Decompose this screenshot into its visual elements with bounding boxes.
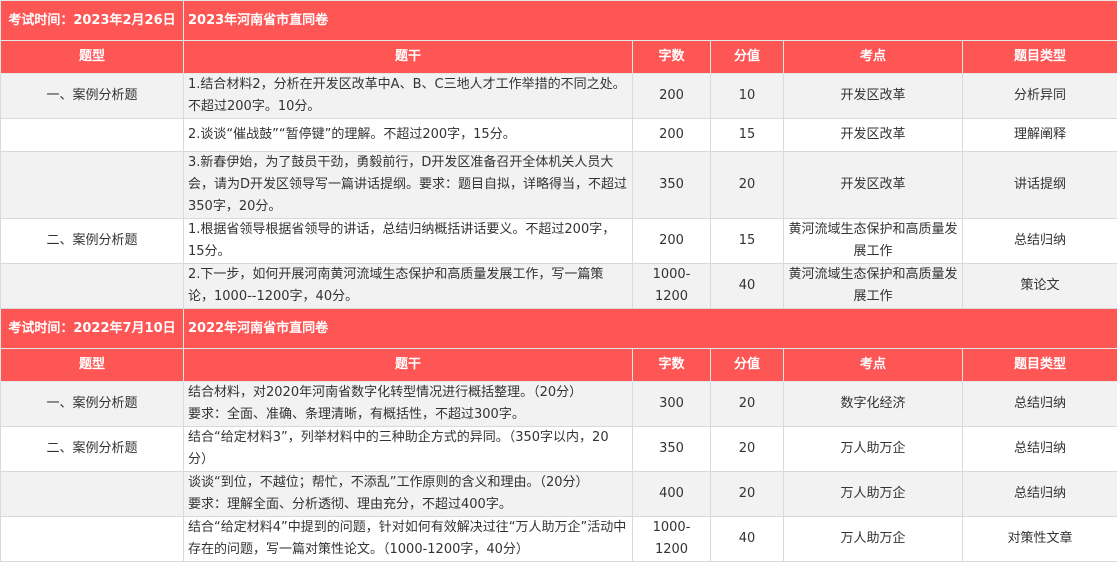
score-cell: 40 [711, 264, 784, 309]
question-stem-cell: 结合“给定材料4”中提到的问题，针对如何有效解决过往“万人助万企”活动中存在的问… [184, 517, 633, 562]
table-row: 二、案例分析题结合“给定材料3”，列举材料中的三种助企方式的异同。（350字以内… [1, 427, 1117, 472]
question-type-cell [1, 152, 184, 219]
word-count-cell: 400 [633, 472, 711, 517]
question-stem-cell: 2.谈谈“催战鼓”“暂停键”的理解。不超过200字，15分。 [184, 119, 633, 152]
word-count-cell: 300 [633, 382, 711, 427]
column-header-score: 分值 [711, 41, 784, 74]
exam-name: 2023年河南省市直同卷 [184, 1, 1117, 41]
exam-point-cell: 万人助万企 [784, 472, 963, 517]
score-cell: 15 [711, 219, 784, 264]
question-type-cell [1, 264, 184, 309]
question-category-cell: 总结归纳 [963, 427, 1117, 472]
question-stem-cell: 结合材料，对2020年河南省数字化转型情况进行概括整理。（20分） 要求：全面、… [184, 382, 633, 427]
table-row: 2.下一步，如何开展河南黄河流域生态保护和高质量发展工作，写一篇策论，1000-… [1, 264, 1117, 309]
score-cell: 40 [711, 517, 784, 562]
word-count-cell: 1000-1200 [633, 264, 711, 309]
question-category-cell: 总结归纳 [963, 472, 1117, 517]
word-count-cell: 200 [633, 119, 711, 152]
exam-point-cell: 开发区改革 [784, 119, 963, 152]
exam-name: 2022年河南省市直同卷 [184, 309, 1117, 349]
score-cell: 20 [711, 472, 784, 517]
exam-point-cell: 开发区改革 [784, 152, 963, 219]
exam-point-cell: 黄河流域生态保护和高质量发展工作 [784, 219, 963, 264]
question-stem-cell: 谈谈“到位，不越位；帮忙，不添乱”工作原则的含义和理由。（20分） 要求：理解全… [184, 472, 633, 517]
question-type-cell [1, 472, 184, 517]
score-cell: 20 [711, 382, 784, 427]
column-header-word-count: 字数 [633, 349, 711, 382]
exam-point-cell: 黄河流域生态保护和高质量发展工作 [784, 264, 963, 309]
column-header-row: 题型题干字数分值考点题目类型 [1, 41, 1117, 74]
column-header-question-stem: 题干 [184, 349, 633, 382]
exam-point-cell: 数字化经济 [784, 382, 963, 427]
exam-point-cell: 开发区改革 [784, 74, 963, 119]
table-row: 3.新春伊始，为了鼓员干劲，勇毅前行，D开发区准备召开全体机关人员大会，请为D开… [1, 152, 1117, 219]
question-stem-cell: 3.新春伊始，为了鼓员干劲，勇毅前行，D开发区准备召开全体机关人员大会，请为D开… [184, 152, 633, 219]
word-count-cell: 350 [633, 152, 711, 219]
question-category-cell: 总结归纳 [963, 382, 1117, 427]
column-header-question-stem: 题干 [184, 41, 633, 74]
column-header-exam-point: 考点 [784, 349, 963, 382]
score-cell: 20 [711, 427, 784, 472]
column-header-question-category: 题目类型 [963, 349, 1117, 382]
column-header-question-type: 题型 [1, 41, 184, 74]
question-category-cell: 策论文 [963, 264, 1117, 309]
question-category-cell: 对策性文章 [963, 517, 1117, 562]
question-category-cell: 理解阐释 [963, 119, 1117, 152]
word-count-cell: 200 [633, 219, 711, 264]
word-count-cell: 350 [633, 427, 711, 472]
score-cell: 20 [711, 152, 784, 219]
exam-time: 考试时间：2022年7月10日 [1, 309, 184, 349]
question-stem-cell: 2.下一步，如何开展河南黄河流域生态保护和高质量发展工作，写一篇策论，1000-… [184, 264, 633, 309]
table-row: 一、案例分析题结合材料，对2020年河南省数字化转型情况进行概括整理。（20分）… [1, 382, 1117, 427]
word-count-cell: 1000-1200 [633, 517, 711, 562]
question-type-cell: 一、案例分析题 [1, 74, 184, 119]
question-type-cell [1, 119, 184, 152]
question-type-cell: 一、案例分析题 [1, 382, 184, 427]
question-category-cell: 总结归纳 [963, 219, 1117, 264]
column-header-question-type: 题型 [1, 349, 184, 382]
exam-point-cell: 万人助万企 [784, 427, 963, 472]
question-type-cell: 二、案例分析题 [1, 219, 184, 264]
column-header-score: 分值 [711, 349, 784, 382]
question-type-cell: 二、案例分析题 [1, 427, 184, 472]
question-category-cell: 分析异同 [963, 74, 1117, 119]
column-header-exam-point: 考点 [784, 41, 963, 74]
question-stem-cell: 结合“给定材料3”，列举材料中的三种助企方式的异同。（350字以内，20分） [184, 427, 633, 472]
exam-point-cell: 万人助万企 [784, 517, 963, 562]
question-stem-cell: 1.结合材料2，分析在开发区改革中A、B、C三地人才工作举措的不同之处。不超过2… [184, 74, 633, 119]
question-type-cell [1, 517, 184, 562]
column-header-question-category: 题目类型 [963, 41, 1117, 74]
score-cell: 15 [711, 119, 784, 152]
question-stem-cell: 1.根据省领导根据省领导的讲话，总结归纳概括讲话要义。不超过200字，15分。 [184, 219, 633, 264]
question-category-cell: 讲话提纲 [963, 152, 1117, 219]
word-count-cell: 200 [633, 74, 711, 119]
column-header-word-count: 字数 [633, 41, 711, 74]
exam-time: 考试时间：2023年2月26日 [1, 1, 184, 41]
column-header-row: 题型题干字数分值考点题目类型 [1, 349, 1117, 382]
score-cell: 10 [711, 74, 784, 119]
table-row: 结合“给定材料4”中提到的问题，针对如何有效解决过往“万人助万企”活动中存在的问… [1, 517, 1117, 562]
table-row: 谈谈“到位，不越位；帮忙，不添乱”工作原则的含义和理由。（20分） 要求：理解全… [1, 472, 1117, 517]
